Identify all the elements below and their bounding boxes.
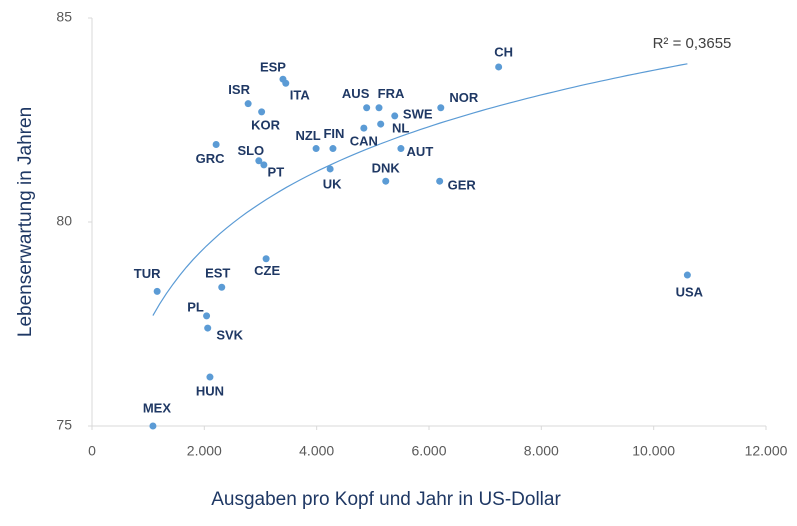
point-label: AUS bbox=[342, 86, 370, 101]
y-tick-label: 85 bbox=[56, 9, 72, 25]
point-label: MEX bbox=[143, 400, 172, 415]
point-label: KOR bbox=[251, 117, 281, 132]
data-point bbox=[244, 100, 252, 108]
data-point bbox=[495, 63, 503, 71]
y-tick-label: 80 bbox=[56, 213, 72, 229]
point-label: HUN bbox=[196, 383, 224, 398]
trendline bbox=[152, 63, 688, 316]
data-point bbox=[153, 287, 161, 295]
data-point bbox=[258, 108, 266, 116]
y-axis-title: Lebenserwartung in Jahren bbox=[15, 107, 36, 337]
point-label: CH bbox=[494, 44, 513, 59]
data-point bbox=[218, 283, 226, 291]
point-label: FRA bbox=[378, 86, 405, 101]
x-tick-label: 6.000 bbox=[411, 443, 446, 459]
point-label: CZE bbox=[254, 263, 280, 278]
data-point bbox=[260, 161, 268, 169]
data-point bbox=[262, 255, 270, 263]
point-label: TUR bbox=[134, 266, 161, 281]
point-label: GER bbox=[448, 178, 477, 193]
point-label: SLO bbox=[237, 143, 264, 158]
point-label: ISR bbox=[228, 82, 250, 97]
data-point bbox=[391, 112, 399, 120]
data-point bbox=[282, 79, 290, 87]
x-tick-label: 0 bbox=[88, 443, 96, 459]
data-point bbox=[255, 157, 263, 165]
data-point bbox=[436, 177, 444, 185]
x-axis-title: Ausgaben pro Kopf und Jahr in US-Dollar bbox=[211, 489, 561, 510]
x-tick-label: 10.000 bbox=[632, 443, 675, 459]
point-label: SVK bbox=[216, 328, 243, 343]
data-point bbox=[382, 177, 390, 185]
data-point bbox=[375, 104, 383, 112]
data-point bbox=[397, 145, 405, 153]
point-label: NZL bbox=[295, 128, 320, 143]
point-label: DNK bbox=[372, 161, 401, 176]
data-point bbox=[329, 145, 337, 153]
data-point bbox=[326, 165, 334, 173]
point-label: GRC bbox=[196, 151, 226, 166]
y-tick-label: 75 bbox=[56, 417, 72, 433]
x-tick-label: 8.000 bbox=[524, 443, 559, 459]
x-tick-label: 12.000 bbox=[745, 443, 788, 459]
data-point bbox=[149, 422, 157, 430]
point-label: NL bbox=[392, 121, 409, 136]
point-label: ITA bbox=[290, 88, 311, 103]
point-label: PL bbox=[187, 299, 204, 314]
data-point bbox=[204, 324, 212, 332]
data-point bbox=[203, 312, 211, 320]
data-point bbox=[206, 373, 214, 381]
point-label: UK bbox=[323, 176, 342, 191]
point-label: SWE bbox=[403, 106, 433, 121]
point-label: PT bbox=[268, 164, 285, 179]
data-point bbox=[212, 140, 220, 148]
x-tick-label: 2.000 bbox=[187, 443, 222, 459]
data-point bbox=[377, 120, 385, 128]
data-point bbox=[363, 104, 371, 112]
r-squared: R² = 0,3655 bbox=[653, 35, 732, 52]
point-label: NOR bbox=[449, 90, 479, 105]
data-point bbox=[312, 145, 320, 153]
data-point bbox=[683, 271, 691, 279]
point-label: CAN bbox=[350, 134, 378, 149]
point-label: ESP bbox=[260, 60, 286, 75]
data-point bbox=[437, 104, 445, 112]
point-label: AUT bbox=[407, 144, 434, 159]
point-label: EST bbox=[205, 266, 230, 281]
point-label: USA bbox=[676, 284, 704, 299]
point-label: FIN bbox=[323, 126, 344, 141]
x-tick-label: 4.000 bbox=[299, 443, 334, 459]
data-point bbox=[360, 124, 368, 132]
